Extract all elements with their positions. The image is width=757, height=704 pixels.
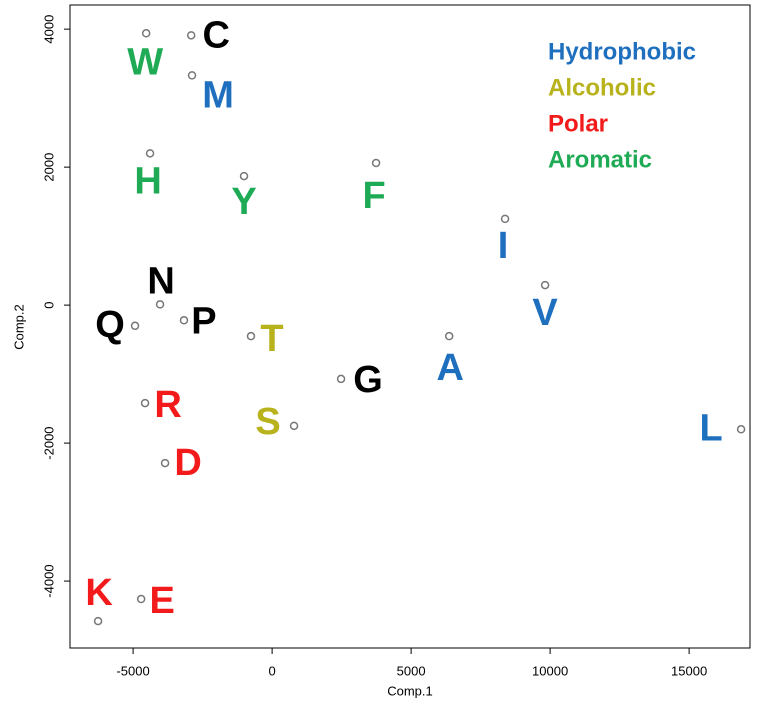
point-label: V xyxy=(532,292,558,334)
point xyxy=(500,214,510,224)
point-label: S xyxy=(255,401,280,443)
point-label: N xyxy=(147,260,174,302)
point xyxy=(444,331,454,341)
legend-entry: Alcoholic xyxy=(548,74,656,101)
x-tick-label: 0 xyxy=(268,663,275,678)
point xyxy=(289,421,299,431)
point xyxy=(186,31,196,40)
point xyxy=(160,458,170,468)
point xyxy=(140,398,150,408)
point-label: I xyxy=(498,225,509,267)
point xyxy=(145,149,155,158)
point-label: C xyxy=(202,14,229,56)
point xyxy=(187,71,197,80)
point xyxy=(93,616,103,626)
legend-entry: Hydrophobic xyxy=(548,38,696,65)
y-tick-label: -2000 xyxy=(41,426,56,459)
point xyxy=(239,171,249,181)
point-label: G xyxy=(353,359,383,401)
x-axis-title: Comp.1 xyxy=(387,683,433,698)
point xyxy=(155,300,165,309)
x-tick-label: 15000 xyxy=(671,663,707,678)
y-axis-title: Comp.2 xyxy=(11,304,26,350)
point-label: Q xyxy=(95,304,125,346)
point-label: P xyxy=(191,300,216,342)
point-label: D xyxy=(174,442,201,484)
point xyxy=(736,425,746,434)
point xyxy=(336,374,346,384)
point-label: K xyxy=(85,572,113,614)
point xyxy=(141,29,151,38)
point-label: Y xyxy=(231,181,256,223)
point xyxy=(130,321,140,331)
point-label: H xyxy=(134,160,161,202)
y-tick-label: 4000 xyxy=(41,15,56,44)
point xyxy=(540,280,550,290)
y-tick-label: 0 xyxy=(41,301,56,308)
x-tick-label: -5000 xyxy=(116,663,149,678)
point-label: F xyxy=(362,175,385,217)
point xyxy=(136,594,146,604)
point-label: E xyxy=(149,580,174,622)
x-tick-label: 5000 xyxy=(397,663,426,678)
plot-frame xyxy=(69,4,751,649)
point-label: L xyxy=(699,407,722,449)
legend-entry: Polar xyxy=(548,110,608,137)
x-tick-label: 10000 xyxy=(532,663,568,678)
point-label: T xyxy=(260,318,283,360)
point xyxy=(371,158,381,168)
point xyxy=(246,331,256,341)
point-label: M xyxy=(202,74,234,116)
y-tick-label: -4000 xyxy=(41,564,56,597)
y-tick-label: 2000 xyxy=(41,153,56,182)
point-label: R xyxy=(154,384,181,426)
point-label: A xyxy=(436,347,463,389)
legend-entry: Aromatic xyxy=(548,146,652,173)
point-label: W xyxy=(127,41,163,83)
point xyxy=(179,316,189,325)
